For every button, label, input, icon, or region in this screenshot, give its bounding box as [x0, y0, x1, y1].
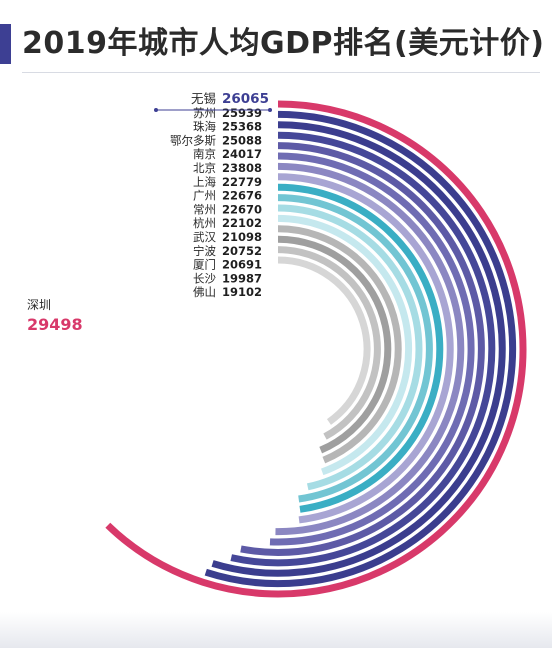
- city-label-0: 深圳: [27, 298, 51, 312]
- arc-bar-12: [277, 225, 402, 464]
- label-group: 无锡 26065 苏州 25939 珠海 25368 鄂尔多斯 25088 南京 24017 北京 2…: [27, 91, 272, 334]
- value-label-0: 29498: [27, 315, 83, 334]
- value-label-1: 26065: [222, 91, 269, 107]
- value-label-11: 21098: [222, 230, 262, 244]
- arc-group: [105, 100, 527, 598]
- value-label-12: 20752: [222, 244, 262, 258]
- title-accent-bar: [0, 24, 11, 64]
- value-label-10: 22102: [222, 216, 262, 230]
- value-label-13: 20691: [222, 258, 262, 272]
- value-label-3: 25368: [222, 120, 262, 134]
- arc-bar-13: [277, 235, 392, 454]
- city-label-11: 武汉: [193, 230, 216, 244]
- city-label-10: 杭州: [193, 216, 216, 230]
- value-label-2: 25939: [222, 106, 262, 120]
- city-label-1: 无锡: [191, 91, 216, 106]
- value-label-7: 22779: [222, 175, 262, 189]
- arc-bar-9: [277, 194, 433, 503]
- value-label-4: 25088: [222, 133, 262, 147]
- arc-bar-2: [211, 121, 506, 577]
- city-label-4: 鄂尔多斯: [170, 133, 216, 147]
- value-label-14: 19987: [222, 271, 262, 285]
- city-label-6: 北京: [193, 161, 216, 175]
- city-label-13: 厦门: [193, 258, 216, 272]
- arc-bar-8: [277, 183, 444, 513]
- value-label-5: 24017: [222, 147, 262, 161]
- arc-bar-6: [275, 162, 465, 536]
- city-label-5: 南京: [193, 147, 216, 161]
- value-label-15: 19102: [222, 285, 262, 299]
- arc-bar-5: [269, 152, 475, 546]
- city-label-15: 佛山: [193, 285, 216, 299]
- city-label-3: 珠海: [193, 120, 216, 134]
- city-label-14: 长沙: [193, 271, 216, 285]
- wuxi-leader-dot-right: [268, 108, 272, 112]
- title-divider: [22, 72, 540, 73]
- arc-bar-11: [277, 214, 413, 476]
- city-label-7: 上海: [193, 175, 216, 189]
- value-label-8: 22676: [222, 189, 262, 203]
- arc-bar-0: [105, 100, 527, 598]
- city-label-9: 常州: [193, 202, 216, 216]
- city-label-8: 广州: [193, 189, 216, 203]
- chart-title: 2019年城市人均GDP排名(美元计价): [22, 26, 545, 61]
- bottom-shadow: [0, 612, 552, 648]
- city-label-2: 苏州: [193, 106, 216, 120]
- arc-bar-1: [204, 110, 517, 588]
- arc-bar-10: [277, 204, 423, 491]
- arc-bar-3: [230, 131, 496, 567]
- value-label-6: 23808: [222, 161, 262, 175]
- wuxi-leader-dot-left: [154, 108, 158, 112]
- city-label-12: 宁波: [193, 244, 216, 258]
- arc-bar-15: [277, 256, 371, 425]
- arc-bar-7: [277, 173, 454, 524]
- arc-bar-4: [240, 142, 485, 556]
- value-label-9: 22670: [222, 202, 262, 216]
- arc-bar-14: [277, 246, 381, 440]
